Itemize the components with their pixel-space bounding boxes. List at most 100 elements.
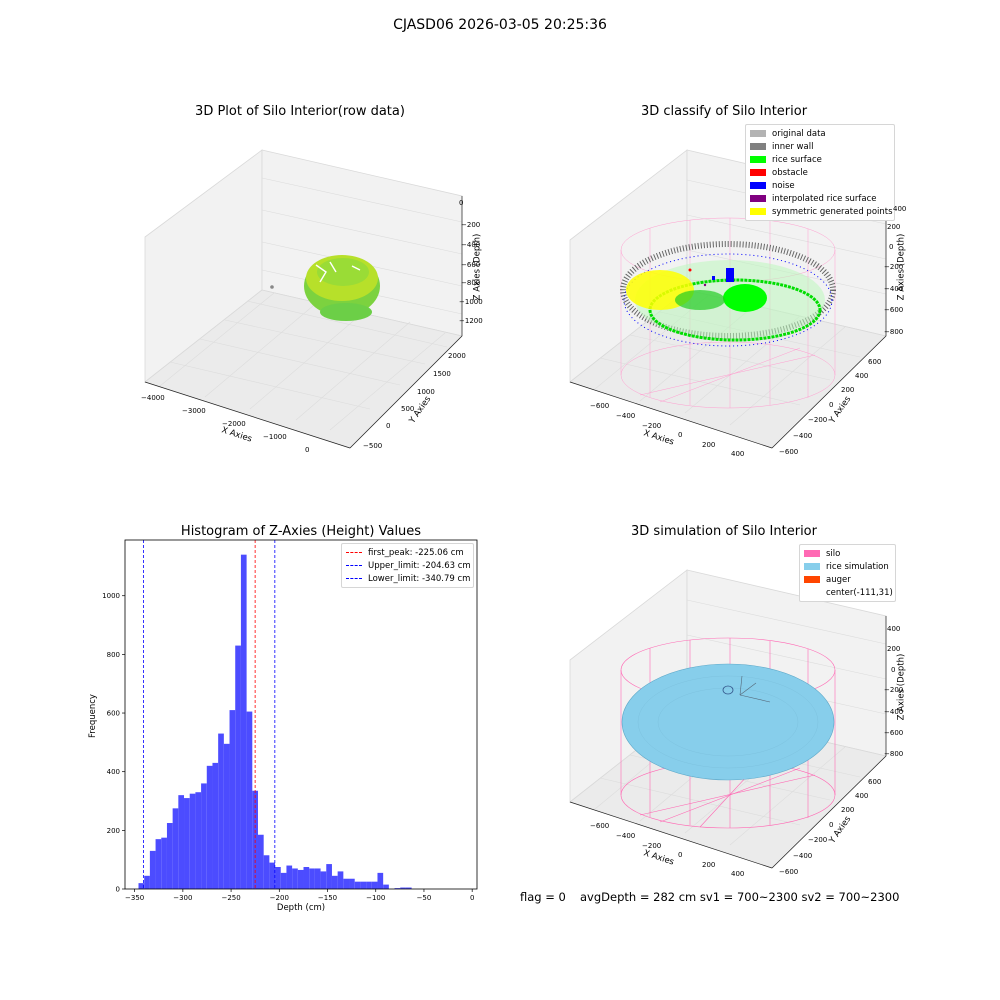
histogram-bar [235, 645, 241, 889]
histogram-bar [331, 875, 338, 889]
histogram-bar [184, 798, 190, 889]
panel2-ytick: −400 [793, 432, 813, 440]
legend-item: Lower_limit: -340.79 cm [342, 572, 473, 585]
histogram-bar [400, 887, 406, 889]
legend-label: silo [826, 548, 841, 559]
histogram-bar [394, 888, 401, 889]
histogram-bar [371, 881, 378, 889]
panel1-ztick: 0 [459, 199, 464, 207]
legend-item: obstacle [746, 166, 894, 179]
histogram-bar [292, 868, 298, 889]
panel2-ztick: 0 [889, 243, 894, 251]
panel1-xtick: −1000 [263, 433, 287, 441]
histogram-bar [149, 850, 156, 889]
histogram-bar [269, 862, 276, 889]
histogram-bar [280, 872, 287, 889]
histogram-frame [124, 539, 478, 890]
panel4-ztick: 0 [891, 666, 896, 674]
panel2-ztick: −400 [884, 285, 904, 293]
panel1-ytick: 500 [401, 405, 415, 413]
panel1-ztick: −200 [461, 221, 481, 229]
histogram-bar [144, 875, 150, 889]
panel2-ztick: −200 [884, 263, 904, 271]
histogram-bar [166, 823, 173, 889]
legend-item: noise [746, 179, 894, 192]
legend-label: Lower_limit: -340.79 cm [368, 573, 471, 584]
legend-line [346, 552, 362, 553]
histogram-ytick-label: 0 [116, 886, 120, 894]
histogram-bar [252, 790, 258, 889]
legend-label: obstacle [772, 167, 808, 178]
histogram-xtick-label: −200 [270, 894, 289, 902]
legend-swatch [804, 550, 820, 557]
panel1-title: 3D Plot of Silo Interior(row data) [195, 104, 405, 119]
legend-item: inner wall [746, 140, 894, 153]
legend-label: symmetric generated points [772, 206, 893, 217]
histogram-ylabel: Frequency [88, 694, 98, 738]
panel2-ytick: 600 [868, 358, 882, 366]
footer-flag: flag = 0 [520, 890, 566, 904]
legend-item: Upper_limit: -204.63 cm [342, 559, 473, 572]
histogram-bar [309, 868, 315, 889]
figure-title: CJASD06 2026-03-05 20:25:36 [393, 17, 607, 33]
panel4-xtick: −600 [590, 822, 610, 830]
panel2-ytick: −200 [808, 416, 828, 424]
legend-label: original data [772, 128, 826, 139]
histogram-bar [377, 872, 384, 889]
panel1-ztick: −1000 [459, 298, 483, 306]
legend-label: first_peak: -225.06 cm [368, 547, 464, 558]
legend-item: center(-111,31) [800, 586, 895, 599]
panel2-ytick: 400 [855, 372, 869, 380]
legend-line [346, 578, 362, 579]
histogram-bar [314, 868, 321, 889]
histogram-ytick-label: 400 [107, 768, 120, 776]
legend-label: auger [826, 574, 851, 585]
histogram-bar [206, 765, 213, 889]
panel1-xtick: 0 [305, 446, 310, 454]
panel4-ytick: −200 [808, 836, 828, 844]
panel2-xtick: −600 [590, 402, 610, 410]
panel2-xtick: −400 [616, 412, 636, 420]
legend-item: symmetric generated points [746, 205, 894, 218]
panel2-xtick: 400 [731, 450, 745, 458]
panel4-xtick: 200 [702, 861, 716, 869]
histogram-ytick-label: 800 [107, 651, 120, 659]
panel4-ztick: −800 [884, 750, 904, 758]
histogram-bar [337, 871, 344, 889]
legend-item: rice simulation [800, 560, 895, 573]
panel2-ytick: 0 [829, 401, 834, 409]
histogram-bar [297, 869, 304, 889]
legend-swatch [750, 182, 766, 189]
panel1-ztick: −1200 [459, 317, 483, 325]
histogram-bar [223, 743, 230, 889]
histogram-bar [172, 808, 179, 889]
histogram-legend: first_peak: -225.06 cm Upper_limit: -204… [341, 543, 474, 588]
legend-swatch [804, 589, 820, 596]
panel4-ytick: −400 [793, 852, 813, 860]
legend-item: interpolated rice surface [746, 192, 894, 205]
histogram-xtick-label: −50 [417, 894, 432, 902]
histogram-bar [354, 881, 361, 889]
panel2-ytick: −600 [779, 448, 799, 456]
histogram-bar [405, 887, 412, 889]
histogram-xtick-label: −100 [366, 894, 385, 902]
histogram-bar [138, 883, 145, 889]
histogram-bar [246, 711, 253, 889]
histogram-bar [178, 795, 185, 889]
legend-label: noise [772, 180, 795, 191]
panel1-ztick: −400 [461, 241, 481, 249]
footer-stats: avgDepth = 282 cm sv1 = 700~2300 sv2 = 7… [580, 890, 900, 904]
panel2-ztick: −800 [884, 328, 904, 336]
histogram-bar [240, 554, 247, 889]
legend-swatch [804, 576, 820, 583]
panel4-xtick: −200 [642, 842, 662, 850]
legend-label: center(-111,31) [826, 587, 893, 598]
panel1-xtick: −2000 [222, 420, 246, 428]
panel1-ytick: 1500 [433, 370, 451, 378]
panel4-zlabel: Z Axies (Depth) [896, 653, 907, 721]
legend-swatch [750, 156, 766, 163]
panel1-ztick: −800 [461, 279, 481, 287]
panel4-xtick: 0 [678, 851, 683, 859]
histogram-bar [349, 878, 355, 889]
